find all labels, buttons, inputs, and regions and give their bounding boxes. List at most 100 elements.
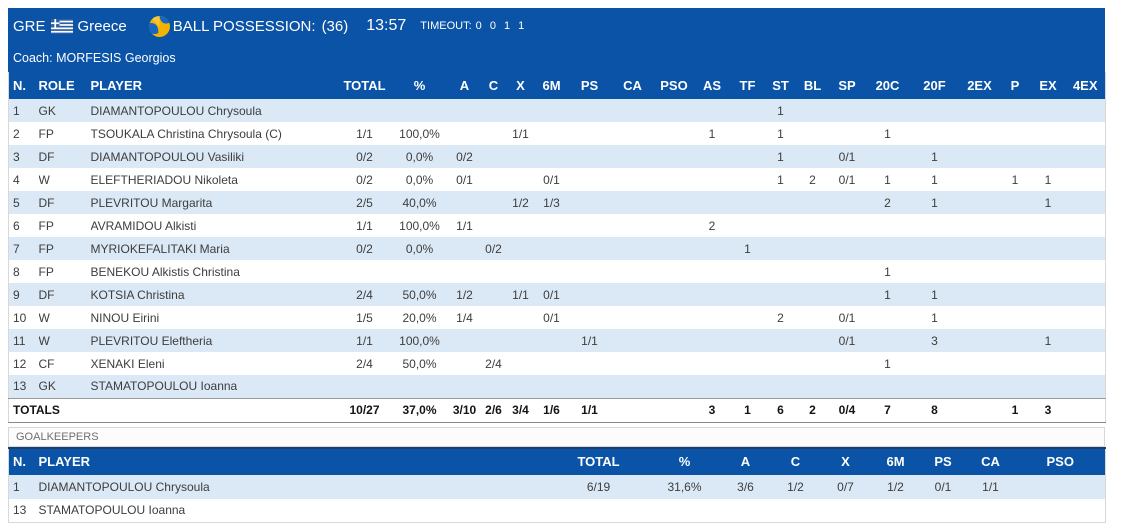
- cell-role: DF: [38, 149, 55, 164]
- cell-pct: 50,0%: [402, 356, 437, 371]
- cell-x: [507, 352, 535, 375]
- cell-c: [481, 329, 507, 352]
- column-header-c: C: [770, 446, 821, 475]
- coach-label: Coach:: [13, 51, 53, 65]
- cell-ex: [1031, 352, 1066, 375]
- cell-4ex: [1066, 122, 1106, 145]
- column-header-role: ROLE: [38, 72, 91, 99]
- cell-player: AVRAMIDOU Alkisti: [90, 218, 197, 233]
- player-row: 4 W ELEFTHERIADOU Nikoleta 0/2 0,0% 0/1 0/1 1 2 0…: [8, 168, 1106, 191]
- cell-tf: [731, 168, 765, 191]
- cell-player: XENAKI Eleni: [90, 356, 165, 371]
- cell-4ex: [1066, 168, 1106, 191]
- player-row: 7 FP MYRIOKEFALITAKI Maria 0/2 0,0% 0/2 1: [8, 237, 1106, 260]
- cell-bl: [797, 237, 829, 260]
- cell-pso: [655, 352, 694, 375]
- cell-20f: 1: [931, 287, 938, 302]
- cell-bl: [797, 99, 829, 122]
- cell-pct: [391, 260, 449, 283]
- cell-pso: [655, 122, 694, 145]
- title-bar: GRE Greece BALL POSSESSION: (36) 13:57 T…: [8, 8, 1105, 44]
- totals-tf: 1: [730, 397, 765, 423]
- cell-2ex: [960, 329, 1000, 352]
- cell-ex: [1031, 283, 1066, 306]
- cell-20f: 3: [931, 333, 938, 348]
- cell-2ex: [960, 306, 1000, 329]
- cell-2ex: [960, 260, 1000, 283]
- cell-player: PLEVRITOU Eleftheria: [90, 333, 213, 348]
- column-header-ca: CA: [610, 72, 655, 99]
- goalkeeper-row: 1 DIAMANTOPOULOU Chrysoula 6/19 31,6% 3/6 1/2…: [8, 474, 1106, 499]
- cell-st: [765, 352, 797, 375]
- cell-role: FP: [38, 126, 54, 141]
- cell-pct: 0,0%: [405, 149, 434, 164]
- cell-c: [481, 260, 507, 283]
- cell-sp: 0/1: [838, 149, 856, 164]
- cell-c: [481, 168, 507, 191]
- totals-row: TOTALS 10/27 37,0% 3/10 2/6 3/4 1/6 1/1 3 1 6 2 0/4 7…: [8, 397, 1106, 423]
- cell-role: DF: [38, 195, 55, 210]
- cell-20c: 2: [884, 195, 891, 210]
- cell-20c: 1: [884, 356, 891, 371]
- cell-ex: [1031, 214, 1066, 237]
- column-header-ex: EX: [1030, 72, 1066, 99]
- cell-a: 0/2: [456, 149, 473, 164]
- cell-ps: [569, 283, 611, 306]
- cell-4ex: [1066, 260, 1106, 283]
- totals-ca: [610, 397, 655, 423]
- cell-2ex: [960, 214, 1000, 237]
- cell-ps: [569, 352, 611, 375]
- cell-pct: 31,6%: [667, 479, 702, 494]
- cell-ex: [1031, 375, 1066, 398]
- cell-total: 2/4: [356, 287, 373, 302]
- cell-20f: 1: [931, 195, 938, 210]
- cell-20f: [910, 99, 960, 122]
- column-header-2ex: 2EX: [959, 72, 1000, 99]
- totals-sp: 0/4: [828, 397, 866, 423]
- totals-2ex: [959, 397, 1000, 423]
- goalkeeper-row: 13 STAMATOPOULOU Ioanna: [8, 498, 1106, 523]
- cell-n: 3: [13, 149, 20, 164]
- totals-ps: 1/1: [568, 397, 611, 423]
- column-header-ca: CA: [965, 446, 1016, 475]
- cell-st: [765, 214, 797, 237]
- cell-role: GK: [38, 103, 56, 118]
- cell-bl: [797, 329, 829, 352]
- cell-ps: 0/1: [934, 479, 952, 494]
- header-row: N. PLAYER TOTAL% A C X 6M PS CA PSO: [8, 446, 1106, 475]
- cell-p: [1000, 375, 1031, 398]
- cell-x: 1/1: [512, 126, 529, 141]
- cell-6m: 0/1: [543, 310, 560, 325]
- cell-pct: 20,0%: [402, 310, 437, 325]
- cell-tf: [731, 99, 765, 122]
- cell-20f: 1: [931, 172, 938, 187]
- cell-n: 13: [13, 379, 27, 394]
- cell-x: [507, 99, 535, 122]
- cell-ex: 1: [1044, 333, 1052, 348]
- column-header-st: ST: [764, 72, 797, 99]
- cell-ca: [611, 191, 655, 214]
- cell-tf: [731, 122, 765, 145]
- cell-6m: [535, 145, 569, 168]
- cell-ex: [1031, 145, 1066, 168]
- column-header-x: X: [820, 446, 871, 475]
- totals-6m: 1/6: [534, 397, 569, 423]
- cell-n: 7: [13, 241, 20, 256]
- cell-c: 2/4: [485, 356, 502, 371]
- cell-ca: [611, 260, 655, 283]
- cell-total: 2/5: [356, 195, 373, 210]
- cell-a: 3/6: [737, 479, 754, 494]
- cell-tf: [731, 214, 765, 237]
- cell-ex: [1031, 122, 1066, 145]
- cell-6m: [535, 329, 569, 352]
- cell-sp: 0/1: [838, 333, 856, 348]
- totals-total: 10/27: [338, 397, 391, 423]
- column-header-player: PLAYER: [38, 446, 549, 475]
- possession-label: BALL POSSESSION:: [172, 17, 316, 35]
- cell-2ex: [960, 237, 1000, 260]
- cell-bl: [797, 306, 829, 329]
- cell-pso: [655, 191, 694, 214]
- totals-bl: 2: [796, 397, 829, 423]
- column-header-sp: SP: [828, 72, 866, 99]
- column-header-pct: %: [390, 72, 449, 99]
